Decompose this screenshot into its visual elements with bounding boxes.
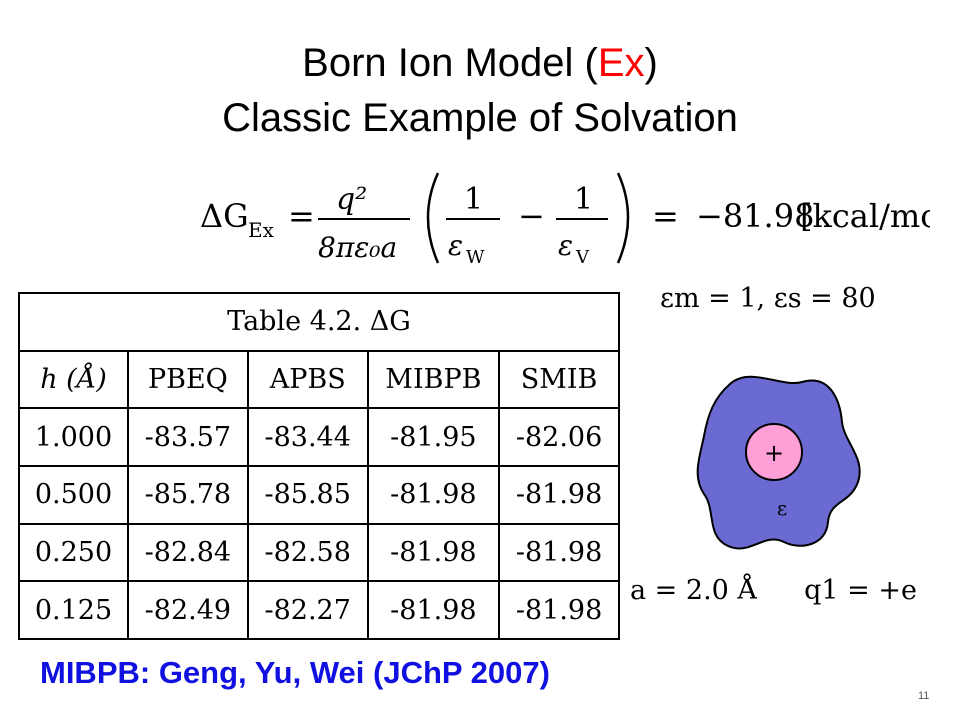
term1-subscript: W [466, 247, 485, 268]
ion-sphere [745, 423, 803, 481]
cell-mibpb: -81.98 [366, 464, 501, 525]
cell-h: 0.125 [18, 580, 129, 640]
cell-apbs: -82.27 [246, 580, 369, 640]
term2-numerator: 1 [574, 182, 593, 217]
cell-smib: -82.06 [498, 407, 620, 467]
table-caption: Table 4.2. ΔG [18, 292, 620, 352]
table-row: 0.250 -82.84 -82.58 -81.98 -81.98 [18, 522, 620, 583]
cell-pbeq: -83.57 [126, 407, 249, 467]
charge-value: q1 = +e [804, 575, 917, 606]
cell-smib: -81.98 [498, 580, 620, 640]
cell-h: 0.250 [18, 522, 129, 583]
cell-smib: -81.98 [498, 464, 620, 525]
epsilon-label: ε [777, 496, 787, 520]
table-row: 0.125 -82.49 -82.27 -81.98 -81.98 [18, 580, 620, 640]
cell-h: 1.000 [18, 407, 129, 467]
cell-mibpb: -81.98 [366, 580, 501, 640]
slide-title-line2: Classic Example of Solvation [222, 96, 738, 140]
right-paren [616, 172, 630, 264]
equals-sign-2: = [652, 197, 679, 235]
equals-sign-1: = [288, 197, 315, 235]
radius-charge-values: a = 2.0 Å q1 = +e [630, 575, 917, 606]
minus-sign: − [518, 197, 545, 235]
ion-diagram: + ε [696, 375, 861, 550]
header-mibpb: MIBPB [366, 349, 501, 410]
cell-h: 0.500 [18, 464, 129, 525]
title-suffix: ) [644, 41, 658, 85]
cell-pbeq: -85.78 [126, 464, 249, 525]
mibpb-citation: MIBPB: Geng, Yu, Wei (JChP 2007) [40, 655, 550, 690]
table-caption-row: Table 4.2. ΔG [18, 292, 620, 352]
cell-apbs: -82.58 [246, 522, 369, 583]
term2-subscript: V [575, 247, 590, 268]
radius-value: a = 2.0 Å [630, 575, 757, 606]
title-accent: Ex [597, 41, 645, 85]
table-row: 0.500 -85.78 -85.85 -81.98 -81.98 [18, 464, 620, 525]
term2-epsilon: ε [558, 229, 573, 262]
header-apbs: APBS [246, 349, 369, 410]
header-h: h (Å) [18, 349, 129, 410]
cell-smib: -81.98 [498, 522, 620, 583]
cell-pbeq: -82.84 [126, 522, 249, 583]
equation-unit: [kcal/mol] [800, 197, 930, 235]
cell-apbs: -85.85 [246, 464, 369, 525]
term1-epsilon: ε [448, 229, 463, 262]
header-smib: SMIB [498, 349, 620, 410]
header-pbeq: PBEQ [126, 349, 249, 410]
title-prefix: Born Ion Model ( [302, 41, 598, 85]
cell-mibpb: -81.95 [366, 407, 501, 467]
plus-charge-label: + [764, 439, 784, 467]
equation-denominator: 8πε₀a [318, 231, 397, 264]
equation-lhs: ΔG [200, 197, 249, 235]
table-row: 1.000 -83.57 -83.44 -81.95 -82.06 [18, 407, 620, 467]
cell-pbeq: -82.49 [126, 580, 249, 640]
table-header-row: h (Å) PBEQ APBS MIBPB SMIB [18, 349, 620, 410]
cell-mibpb: -81.98 [366, 522, 501, 583]
term1-numerator: 1 [464, 182, 483, 217]
equation-result: −81.98 [696, 197, 814, 235]
equation-numerator: q² [336, 182, 367, 217]
dielectric-params: εm = 1, εs = 80 [660, 283, 876, 314]
left-paren [426, 172, 440, 264]
delta-g-table: Table 4.2. ΔG h (Å) PBEQ APBS MIBPB SMIB… [18, 292, 620, 640]
slide-number: 11 [918, 690, 930, 702]
equation-lhs-subscript: Ex [248, 218, 275, 242]
cell-apbs: -83.44 [246, 407, 369, 467]
slide-title-line1: Born Ion Model (Ex) [0, 40, 960, 86]
born-equation: ΔG Ex = q² 8πε₀a 1 ε W − 1 ε V = −81.98 … [200, 172, 930, 268]
